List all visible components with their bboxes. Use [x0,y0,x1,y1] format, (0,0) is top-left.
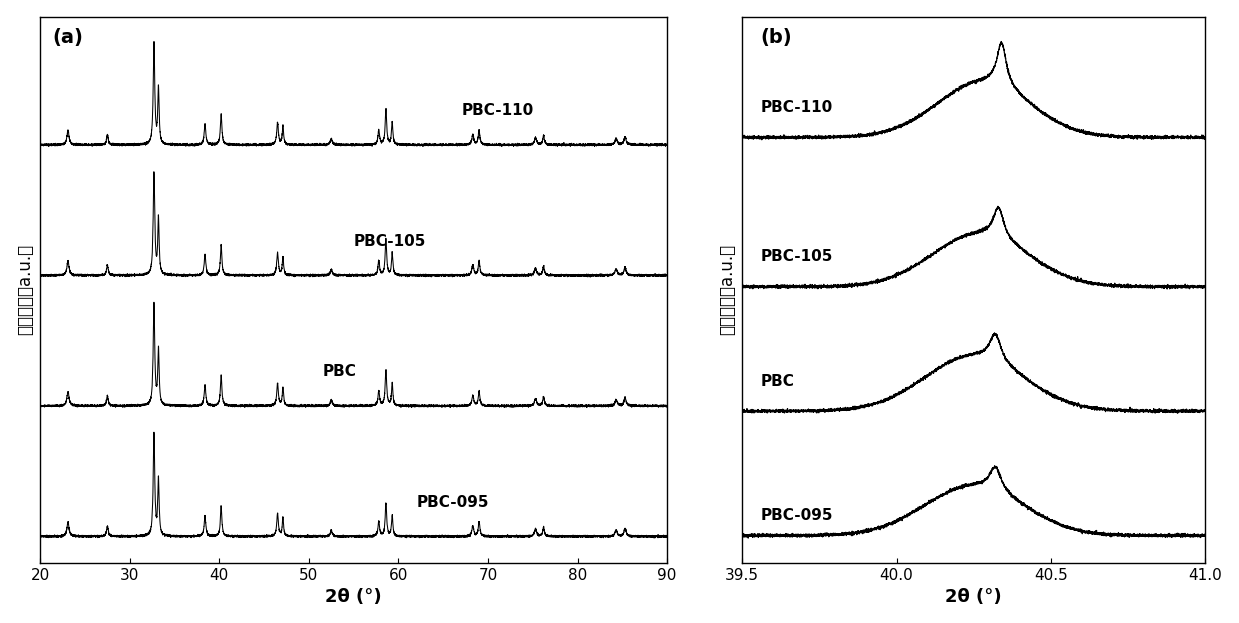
Text: PBC-095: PBC-095 [761,508,833,523]
Text: PBC-110: PBC-110 [761,100,833,115]
Text: PBC-105: PBC-105 [761,249,833,264]
Text: (b): (b) [761,27,792,47]
Text: PBC: PBC [761,374,794,389]
Y-axis label: 相对强度（a.u.）: 相对强度（a.u.） [16,244,35,335]
Text: PBC: PBC [322,364,357,379]
Y-axis label: 相对强度（a.u.）: 相对强度（a.u.） [719,244,736,335]
Text: PBC-105: PBC-105 [353,234,426,249]
Text: (a): (a) [53,27,84,47]
X-axis label: 2θ (°): 2θ (°) [326,588,382,606]
Text: PBC-110: PBC-110 [461,103,534,118]
X-axis label: 2θ (°): 2θ (°) [945,588,1002,606]
Text: PBC-095: PBC-095 [416,495,489,510]
